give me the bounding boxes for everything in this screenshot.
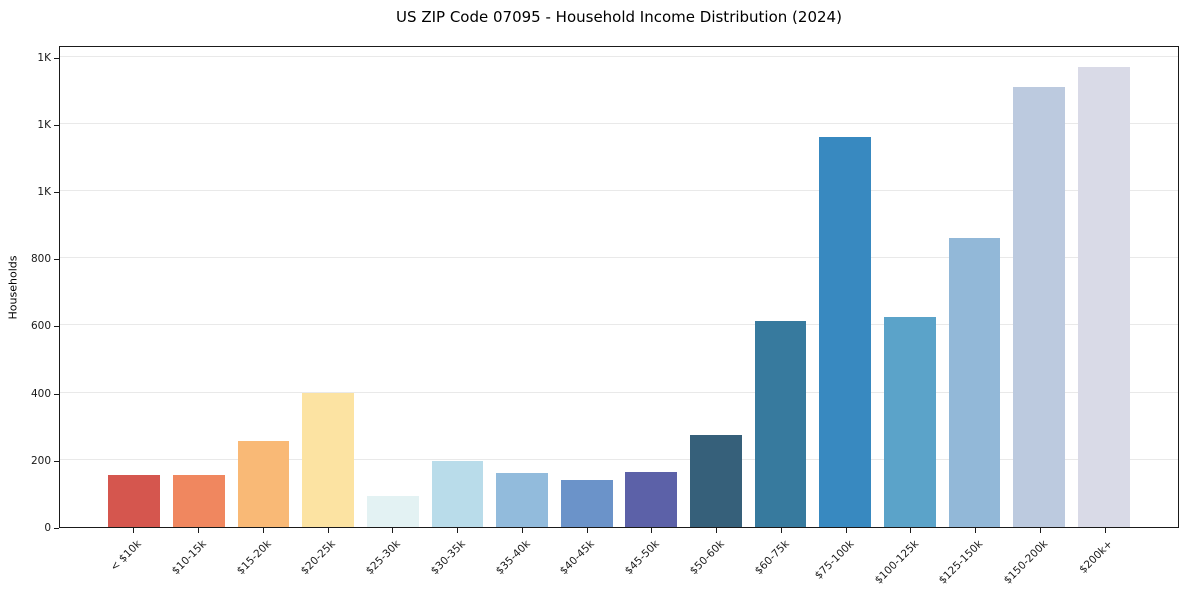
bar-slot [361,47,426,527]
y-tick-mark [54,528,59,529]
bars-layer [60,47,1178,527]
bar-slot [490,47,555,527]
bar-$75-100k [819,137,872,527]
plot-area [59,46,1179,528]
x-tick-label: $15-20k [234,538,274,578]
bar-$15-20k [237,441,290,527]
bar-slot [942,47,1007,527]
bar-$125-150k [948,238,1001,527]
bar-slot [102,47,167,527]
x-tick-mark [975,528,977,533]
bar-slot [619,47,684,527]
x-tick-mark [651,528,653,533]
y-tick-mark [54,393,59,395]
x-tick-label: $30-35k [428,538,468,578]
bar-slot [878,47,943,527]
x-tick-label: $150-200k [1001,538,1051,587]
y-tick-mark [54,192,59,194]
x-tick-mark [198,528,200,533]
x-tick-mark [1104,528,1106,533]
x-tick-label: $40-45k [558,538,598,578]
y-tick-label: 0 [44,522,51,534]
y-tick-label: 200 [30,454,51,467]
gridline [60,257,1178,259]
gridline [60,391,1178,393]
x-tick-mark [910,528,912,533]
bar-$40-45k [560,480,613,527]
gridline [60,55,1178,57]
y-tick-label: 1K [37,118,51,131]
y-tick-label: 1K [37,51,51,64]
bar-slot [813,47,878,527]
x-tick-label: $50-60k [687,538,727,578]
x-tick-label: $35-40k [493,538,533,578]
x-tick-mark [457,528,459,533]
bar-$10-15k [173,474,225,527]
bar-slot [425,47,490,527]
x-tick-label: $10-15k [169,538,209,578]
x-tick-mark [133,528,135,533]
bar-slot [167,47,232,527]
x-tick-mark [392,528,394,533]
bar-$150-200k [1013,87,1065,527]
y-tick-mark [54,124,59,126]
bar-$60-75k [754,321,807,527]
x-tick-mark [327,528,329,533]
y-tick-mark [54,460,59,462]
gridline [60,122,1178,124]
bar-$100-125k [883,317,936,527]
bar-slot [748,47,813,527]
bar-$25-30k [366,496,419,527]
x-tick-mark [586,528,588,533]
y-tick-mark [54,57,59,59]
x-tick-label: $25-30k [363,538,403,578]
chart-title: US ZIP Code 07095 - Household Income Dis… [396,8,842,26]
bar-$45-50k [625,471,678,527]
x-tick-mark [845,528,847,533]
bar-slot [1007,47,1072,527]
y-tick-label: 600 [30,320,51,333]
bar-slot [554,47,619,527]
bar-slot [231,47,296,527]
x-tick-label: $20-25k [299,538,339,578]
x-tick-label: $60-75k [752,538,792,578]
bar-$35-40k [496,472,548,527]
gridline [60,190,1178,192]
x-tick-mark [1039,528,1041,533]
bar-$200k+ [1077,66,1130,527]
x-tick-label: $45-50k [622,538,662,578]
gridline [60,324,1178,326]
y-tick-label: 800 [30,253,51,266]
bar-slot [296,47,361,527]
y-tick-mark [54,259,59,261]
x-tick-label: < $10k [108,538,144,574]
x-tick-mark [262,528,264,533]
bar-$50-60k [690,434,742,527]
bar-$20-25k [302,392,355,527]
bar-$30-35k [431,460,484,527]
x-tick-label: $100-125k [872,538,921,587]
x-tick-mark [780,528,782,533]
bar-slot [684,47,749,527]
bar-slot [1071,47,1136,527]
y-tick-label: 1K [37,186,51,199]
x-tick-label: $200k+ [1077,538,1116,576]
y-tick-label: 400 [30,387,51,400]
gridline [60,458,1178,460]
bar-< $10k [108,474,161,527]
x-tick-mark [521,528,523,533]
x-tick-label: $75-100k [812,538,857,582]
x-tick-mark [716,528,718,533]
y-tick-mark [54,326,59,328]
x-tick-label: $125-150k [937,538,986,587]
